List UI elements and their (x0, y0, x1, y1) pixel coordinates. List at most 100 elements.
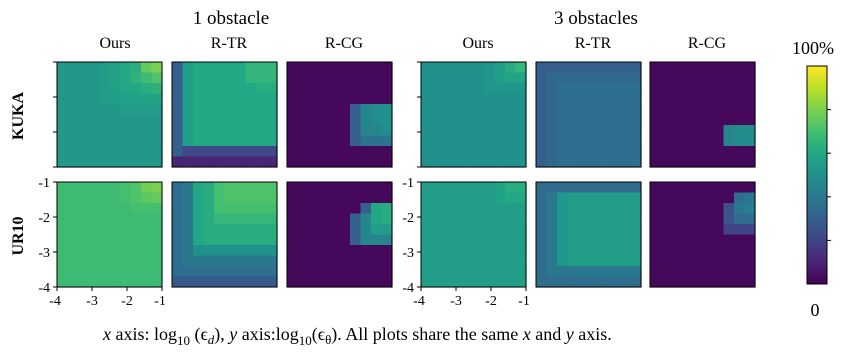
heatmap-cell (546, 156, 558, 168)
heatmap-cell (235, 245, 247, 257)
heatmap-cell (431, 224, 443, 236)
heatmap-cell (650, 276, 662, 288)
heatmap-cell (67, 114, 79, 126)
heatmap-cell (172, 93, 184, 105)
heatmap-cell (360, 83, 372, 95)
heatmap-cell (120, 276, 132, 288)
heatmap-cell (567, 234, 579, 246)
heatmap-cell (463, 266, 475, 278)
heatmap-cell (339, 213, 351, 225)
heatmap-cell (193, 213, 205, 225)
heatmap-cell (57, 135, 69, 147)
heatmap-cell (536, 203, 548, 215)
heatmap-cell (182, 62, 194, 74)
heatmap-cell (297, 224, 309, 236)
heatmap-cell (692, 234, 704, 246)
heatmap-cell (650, 72, 662, 84)
heatmap-cell (245, 62, 257, 74)
heatmap-cell (329, 146, 341, 158)
heatmap-cell (266, 255, 278, 267)
heatmap-cell (287, 266, 299, 278)
heatmap-cell (151, 182, 163, 194)
heatmap-cell (172, 135, 184, 147)
heatmap-cell (599, 203, 611, 215)
heatmap-cell (120, 72, 132, 84)
heatmap-cell (318, 62, 330, 74)
heatmap-cell (381, 146, 393, 158)
heatmap-cell (630, 182, 642, 194)
heatmap-cell (599, 192, 611, 204)
heatmap-cell (130, 192, 142, 204)
heatmap-cell (692, 245, 704, 257)
heatmap-cell (630, 224, 642, 236)
heatmap-cell (650, 104, 662, 116)
heatmap-cell (308, 146, 320, 158)
heatmap-panel-kuka-1-obstacle-r-cg (286, 61, 393, 168)
heatmap-cell (442, 125, 454, 137)
heatmap-cell (734, 146, 746, 158)
heatmap-cell (473, 156, 485, 168)
heatmap-cell (109, 266, 121, 278)
heatmap-cell (473, 62, 485, 74)
heatmap-cell (671, 93, 683, 105)
heatmap-cell (88, 135, 100, 147)
heatmap-cell (297, 93, 309, 105)
y-axis-ticks-right: -1 -2 -3 -4 (402, 176, 421, 296)
heatmap-cell (723, 72, 735, 84)
heatmap-cell (557, 234, 569, 246)
heatmap-cell (557, 156, 569, 168)
heatmap-cell (599, 234, 611, 246)
heatmap-cell (723, 146, 735, 158)
heatmap-cell (130, 104, 142, 116)
heatmap-cell (473, 203, 485, 215)
heatmap-cell (329, 192, 341, 204)
heatmap-cell (88, 125, 100, 137)
heatmap-cell (99, 146, 111, 158)
heatmap-cell (671, 255, 683, 267)
heatmap-cell (671, 83, 683, 95)
heatmap-cell (193, 245, 205, 257)
heatmap-cell (130, 234, 142, 246)
heatmap-cell (681, 203, 693, 215)
heatmap-cell (744, 266, 756, 278)
heatmap-cell (473, 93, 485, 105)
heatmap-cell (88, 224, 100, 236)
heatmap-cell (660, 224, 672, 236)
heatmap-cell (318, 213, 330, 225)
heatmap-cell (224, 104, 236, 116)
heatmap-cell (681, 146, 693, 158)
heatmap-cell (660, 182, 672, 194)
heatmap-cell (172, 192, 184, 204)
heatmap-cell (671, 276, 683, 288)
heatmap-cell (744, 156, 756, 168)
heatmap-cell (723, 93, 735, 105)
heatmap-cell (109, 192, 121, 204)
heatmap-cell (151, 192, 163, 204)
heatmap-cell (431, 135, 443, 147)
heatmap-cell (67, 72, 79, 84)
heatmap-cell (578, 266, 590, 278)
heatmap-cell (505, 146, 517, 158)
heatmap-cell (620, 224, 632, 236)
heatmap-cell (172, 203, 184, 215)
heatmap-cell (494, 125, 506, 137)
heatmap-cell (599, 182, 611, 194)
heatmap-cell (546, 182, 558, 194)
heatmap-cell (193, 224, 205, 236)
heatmap-cell (734, 62, 746, 74)
figure-caption: x axis: log10 (ϵd), y axis:log10(ϵθ). Al… (102, 324, 612, 348)
heatmap-cell (141, 245, 153, 257)
heatmap-cell (235, 276, 247, 288)
heatmap-cell (567, 104, 579, 116)
heatmap-cell (421, 125, 433, 137)
heatmap-cell (381, 135, 393, 147)
heatmap-cell (702, 224, 714, 236)
heatmap-cell (473, 234, 485, 246)
heatmap-cell (266, 104, 278, 116)
heatmap-cell (381, 62, 393, 74)
heatmap-cell (536, 72, 548, 84)
heatmap-cell (442, 234, 454, 246)
heatmap-cell (130, 255, 142, 267)
heatmap-cell (99, 255, 111, 267)
heatmap-cell (224, 146, 236, 158)
